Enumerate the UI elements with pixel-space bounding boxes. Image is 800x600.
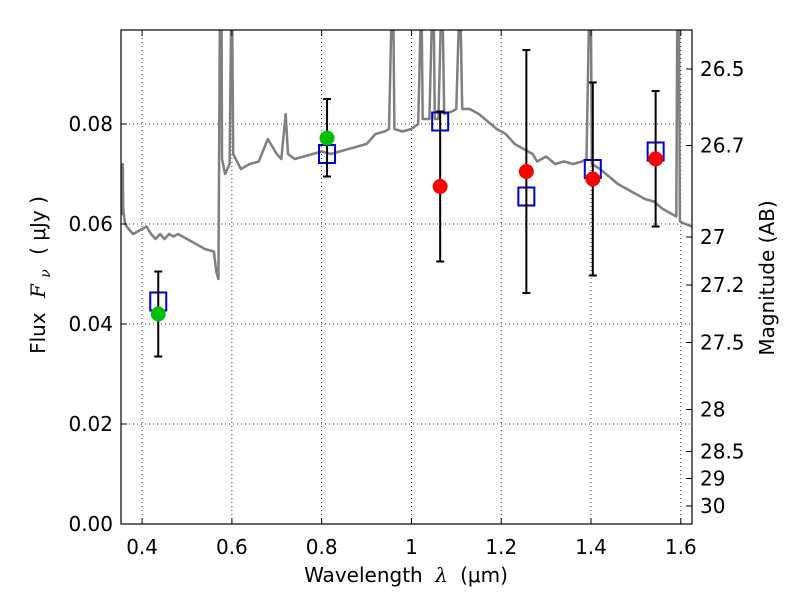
x-tick-label: 1.6 (665, 535, 697, 559)
x-tick-label: 1.2 (485, 535, 517, 559)
y2-tick-label: 27.2 (700, 273, 745, 297)
observation-point (150, 306, 166, 322)
axis-ticks: 0.4 0.6 0.8 1 1.2 1.4 1.6 0.00 0.02 0.04 0.06 0.08 2… (68, 30, 745, 559)
y-tick-label: 0.00 (68, 512, 113, 536)
y2-tick-label: 27.5 (700, 331, 745, 355)
observation-point (319, 130, 335, 146)
y2-tick-label: 26.7 (700, 134, 745, 158)
y-tick-label: 0.04 (68, 312, 113, 336)
x-tick-label: 1.4 (575, 535, 607, 559)
y-tick-label: 0.06 (68, 212, 113, 236)
y2-axis-title: Magnitude (AB) (755, 200, 779, 355)
plot-area (121, 30, 692, 358)
plot-frame (120, 29, 693, 525)
y2-tick-label: 28 (700, 398, 725, 422)
y2-tick-label: 28.5 (700, 440, 745, 464)
y2-tick-label: 30 (700, 494, 725, 518)
observation-point (432, 179, 448, 194)
y2-tick-label: 29 (700, 467, 725, 491)
y-tick-label: 0.08 (68, 112, 113, 136)
y-tick-label: 0.02 (68, 412, 113, 436)
y2-tick-label: 26.5 (700, 57, 745, 81)
model-spectrum-line (121, 30, 692, 281)
x-tick-label: 0.6 (216, 535, 248, 559)
grid-lines (121, 30, 692, 524)
x-tick-label: 0.4 (126, 535, 158, 559)
observation-point (648, 151, 664, 167)
observation-point (585, 171, 601, 187)
x-axis-title: Wavelength λ (μm) (304, 563, 508, 587)
y-axis-title: Flux F ν ( μJy ) (26, 196, 55, 354)
x-tick-label: 1 (405, 535, 418, 559)
observation-point (518, 164, 534, 179)
y2-tick-label: 27 (700, 225, 725, 249)
x-tick-label: 0.8 (306, 535, 338, 559)
